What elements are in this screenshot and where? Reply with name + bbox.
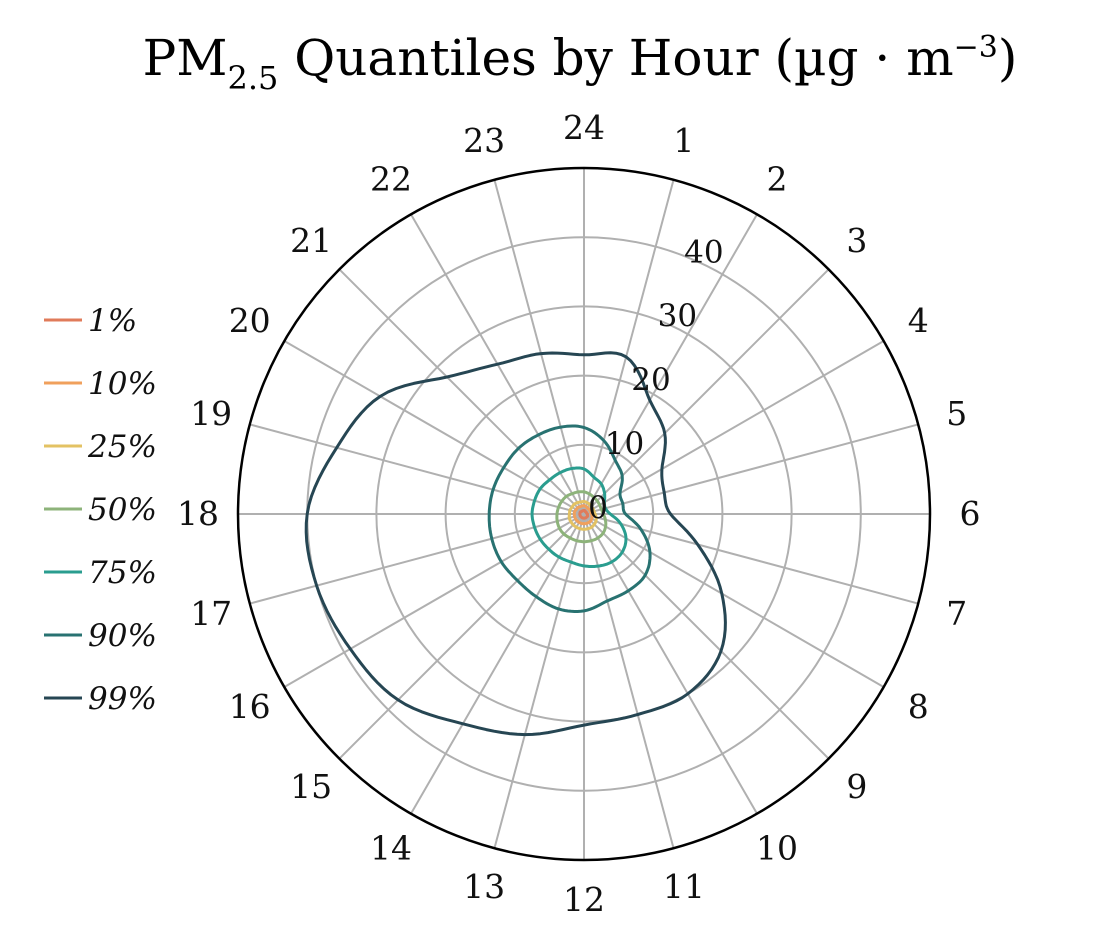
angle-tick-20: 20 [229, 301, 271, 340]
chart-title: PM2.5 Quantiles by Hour (µg · m−3) [0, 28, 1097, 97]
grid-spoke-3 [583, 268, 830, 515]
legend-label: 10% [88, 366, 157, 402]
grid-spoke-2 [583, 213, 758, 515]
radial-tick-labels: 0 10 20 30 40 [588, 234, 723, 526]
title-post: ) [997, 29, 1018, 87]
angle-tick-14: 14 [370, 828, 412, 867]
grid-circle-20 [444, 374, 724, 654]
series-90pct [487, 424, 652, 613]
grid [236, 166, 932, 862]
angle-tick-3: 3 [846, 221, 867, 260]
angle-tick-9: 9 [846, 767, 867, 806]
grid-spoke-23 [493, 179, 585, 515]
legend-item-10pct: 10% [44, 366, 157, 402]
angle-tick-23: 23 [463, 121, 505, 160]
grid-spoke-17 [249, 513, 585, 605]
radial-tick-40: 40 [684, 234, 723, 270]
grid-spoke-11 [583, 513, 675, 849]
legend-label: 25% [87, 429, 157, 465]
title-pre: PM [142, 29, 228, 87]
series-25pct [567, 500, 598, 531]
angle-tick-22: 22 [370, 160, 412, 199]
series-layer [304, 351, 727, 737]
series-1pct [578, 509, 590, 520]
legend-label: 50% [88, 492, 157, 528]
legend-item-90pct: 90% [44, 618, 157, 654]
grid-spoke-15 [338, 513, 585, 760]
grid-spoke-1 [583, 179, 675, 515]
series-99pct [304, 351, 727, 737]
angle-tick-7: 7 [946, 594, 967, 633]
angle-tick-13: 13 [463, 867, 505, 906]
angle-tick-17: 17 [190, 594, 232, 633]
legend-label: 75% [88, 555, 157, 591]
angle-tick-15: 15 [290, 767, 332, 806]
angle-tick-1: 1 [673, 121, 694, 160]
angle-tick-5: 5 [946, 394, 967, 433]
legend-item-1pct: 1% [44, 303, 137, 339]
grid-spoke-14 [410, 513, 585, 815]
grid-spoke-10 [583, 513, 758, 815]
radial-tick-20: 20 [631, 362, 670, 398]
angle-tick-12: 12 [563, 880, 605, 919]
grid-circle-30 [375, 305, 793, 723]
legend-item-50pct: 50% [44, 492, 157, 528]
grid-spoke-7 [583, 513, 919, 605]
grid-spoke-19 [249, 423, 585, 515]
angle-tick-4: 4 [908, 301, 929, 340]
series-75pct [530, 466, 628, 568]
grid-spoke-13 [493, 513, 585, 849]
legend-item-25pct: 25% [44, 429, 157, 465]
grid-spoke-4 [583, 340, 885, 515]
angle-tick-10: 10 [756, 828, 798, 867]
title-mid: Quantiles by Hour (µg · m [278, 29, 954, 87]
radial-tick-10: 10 [605, 426, 644, 462]
angle-tick-19: 19 [190, 394, 232, 433]
grid-spoke-21 [338, 268, 585, 515]
angle-tick-8: 8 [908, 687, 929, 726]
angle-tick-24: 24 [563, 108, 605, 147]
grid-spoke-20 [283, 340, 585, 515]
legend-label: 90% [88, 618, 157, 654]
series-50pct [555, 490, 608, 544]
angle-tick-21: 21 [290, 221, 332, 260]
legend-label: 99% [88, 681, 157, 717]
grid-spoke-9 [583, 513, 830, 760]
angle-tick-6: 6 [960, 494, 981, 533]
legend-item-75pct: 75% [44, 555, 157, 591]
outer-ring [236, 166, 932, 862]
grid-spoke-5 [583, 423, 919, 515]
title-superscript: −3 [953, 30, 998, 65]
angle-tick-16: 16 [229, 687, 271, 726]
angle-tick-18: 18 [177, 494, 219, 533]
grid-circle-10 [513, 443, 655, 585]
series-10pct [572, 504, 594, 526]
title-subscript: 2.5 [227, 59, 279, 97]
radial-tick-30: 30 [658, 298, 697, 334]
grid-spoke-16 [283, 513, 585, 688]
angle-tick-11: 11 [663, 867, 705, 906]
angle-tick-2: 2 [767, 160, 788, 199]
radial-tick-0: 0 [588, 490, 608, 526]
grid-spoke-8 [583, 513, 885, 688]
legend: 1% 10% 25% 50% 75% 90% 99% [44, 303, 157, 717]
legend-item-99pct: 99% [44, 681, 157, 717]
legend-label: 1% [88, 303, 137, 339]
